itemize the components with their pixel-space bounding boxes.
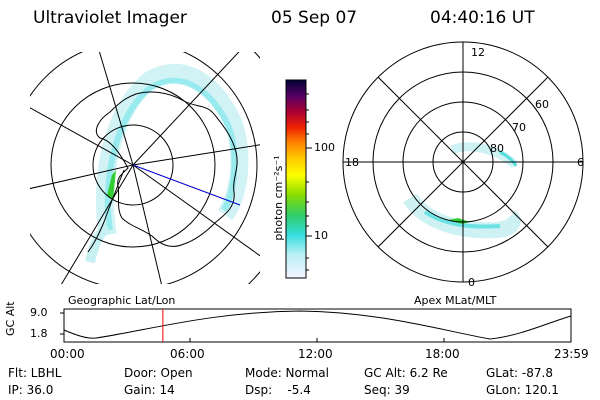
- geographic-map: [30, 52, 260, 284]
- time-tick-1800: 18:00: [425, 347, 460, 361]
- magnetic-polar-map: [342, 41, 584, 283]
- status-glat: GLat: -87.8: [486, 366, 553, 380]
- status-glon: GLon: 120.1: [486, 383, 559, 397]
- time-tick-0000: 00:00: [50, 347, 85, 361]
- mlt-label-6: 6: [577, 156, 584, 169]
- status-door: Door: Open: [124, 366, 193, 380]
- status-mode: Mode: Normal: [245, 366, 329, 380]
- aurora-emission: [85, 63, 249, 264]
- observation-time: 04:40:16 UT: [430, 8, 535, 28]
- antarctica-coastline: [95, 91, 238, 247]
- spacecraft-track: [132, 164, 241, 206]
- status-gain: Gain: 14: [124, 383, 175, 397]
- time-tick-1200: 12:00: [298, 347, 333, 361]
- altitude-panel: [60, 308, 572, 343]
- time-tick-2359: 23:59: [554, 347, 589, 361]
- intensity-colorbar: [285, 79, 312, 279]
- magnetic-map-caption: Apex MLat/MLT: [414, 294, 497, 307]
- altitude-y-top: 9.0: [30, 306, 48, 319]
- aurora-emission-magnetic: [403, 142, 521, 239]
- instrument-title: Ultraviolet Imager: [33, 8, 187, 28]
- status-filter: Flt: LBHL: [8, 366, 62, 380]
- altitude-y-bottom: 1.8: [30, 327, 48, 340]
- mlat-label-60: 60: [535, 98, 549, 111]
- status-seq: Seq: 39: [364, 383, 410, 397]
- altitude-curve: [63, 310, 572, 340]
- mlat-label-80: 80: [490, 142, 504, 155]
- status-ip: IP: 36.0: [8, 383, 54, 397]
- colorbar-tick-100: 100: [314, 141, 335, 154]
- mlat-label-70: 70: [512, 121, 526, 134]
- time-tick-0600: 06:00: [170, 347, 205, 361]
- mlt-label-12: 12: [471, 46, 485, 59]
- altitude-axis-label: GC Alt: [4, 301, 17, 336]
- status-gc-alt: GC Alt: 6.2 Re: [364, 366, 448, 380]
- mlt-label-0: 0: [468, 276, 475, 289]
- mlt-label-18: 18: [345, 156, 359, 169]
- observation-date: 05 Sep 07: [271, 8, 358, 28]
- geographic-map-caption: Geographic Lat/Lon: [68, 294, 176, 307]
- status-dsp: Dsp: -5.4: [245, 383, 311, 397]
- colorbar-unit-label: photon cm⁻²s⁻¹: [272, 155, 285, 241]
- colorbar-tick-10: 10: [314, 229, 328, 242]
